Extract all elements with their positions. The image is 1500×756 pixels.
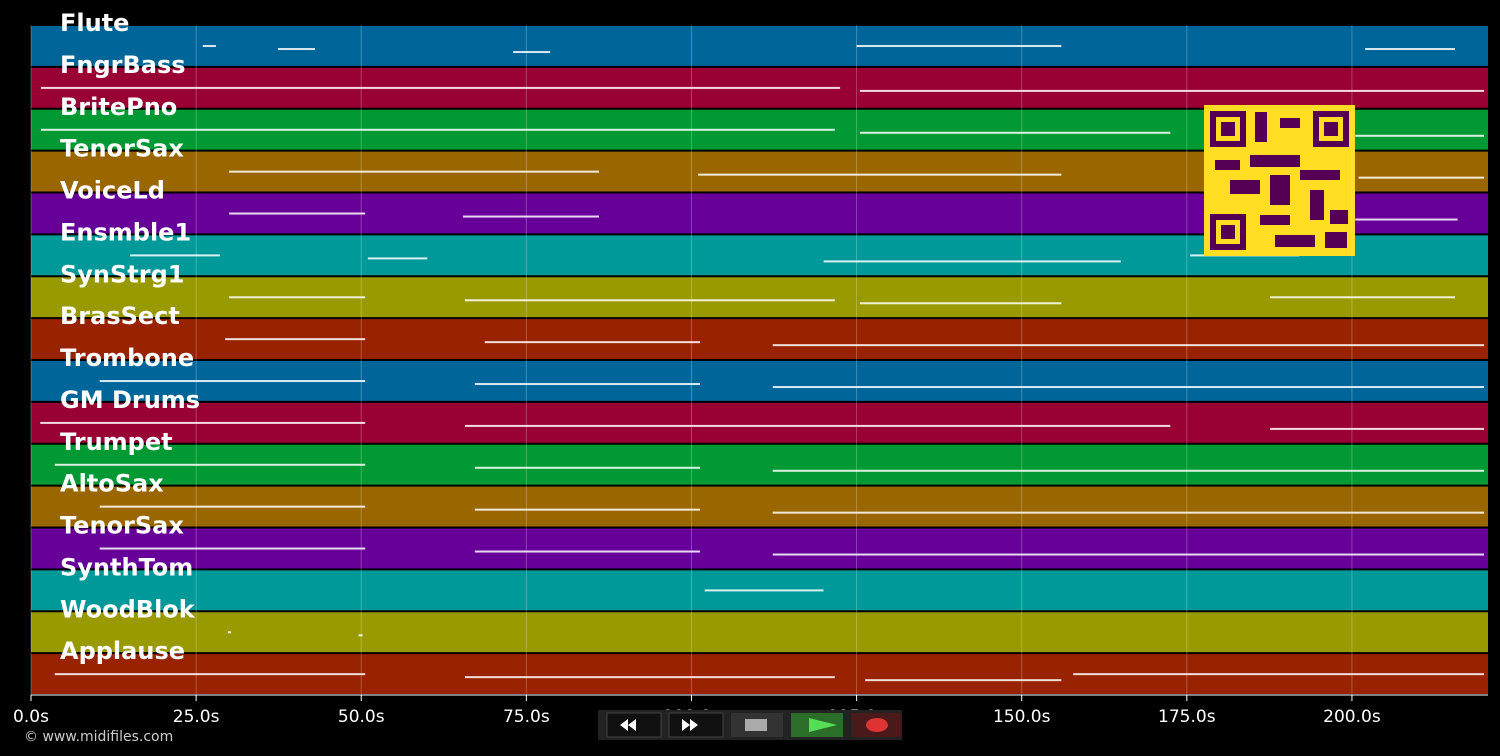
note-span	[513, 51, 551, 54]
note-span	[772, 511, 1485, 514]
note-span	[54, 463, 366, 466]
note-span	[865, 679, 1062, 682]
note-span	[99, 505, 366, 508]
note-span	[40, 128, 835, 131]
track-label: BrasSect	[60, 302, 180, 330]
note-span	[1355, 134, 1485, 137]
note-span	[99, 547, 366, 550]
track-label: Applause	[60, 637, 185, 665]
note-span	[772, 344, 1485, 347]
note-span	[130, 254, 220, 257]
note-span	[859, 89, 1485, 92]
copyright: © www.midifiles.com	[24, 729, 173, 745]
note-span	[227, 631, 232, 634]
qr-code	[1204, 105, 1355, 256]
note-span	[772, 386, 1485, 389]
track-label: Trumpet	[60, 428, 173, 456]
note-span	[1358, 176, 1485, 179]
note-span	[40, 421, 366, 424]
note-span	[704, 589, 824, 592]
track-label: AltoSax	[60, 470, 164, 498]
track-label: TenorSax	[60, 135, 184, 163]
track-lane	[31, 26, 1488, 66]
note-span	[367, 257, 428, 260]
track-label: Ensmble1	[60, 218, 191, 246]
note-span	[856, 45, 1062, 48]
note-span	[823, 260, 1121, 263]
x-tick-label: 25.0s	[173, 707, 220, 727]
note-span	[474, 383, 701, 386]
note-span	[484, 341, 701, 344]
track-label: BritePno	[60, 93, 177, 121]
note-span	[1355, 218, 1458, 221]
x-tick-label: 75.0s	[503, 707, 550, 727]
note-span	[1270, 427, 1485, 430]
note-span	[202, 45, 216, 48]
stop-button[interactable]	[731, 713, 783, 737]
note-span	[1073, 673, 1485, 676]
note-span	[859, 302, 1062, 305]
note-span	[278, 48, 316, 51]
note-span	[474, 466, 701, 469]
track-label: FngrBass	[60, 51, 186, 79]
note-span	[464, 676, 835, 679]
note-span	[99, 380, 366, 383]
rewind-button[interactable]	[606, 712, 662, 738]
play-button[interactable]	[791, 713, 843, 737]
note-span	[225, 338, 366, 341]
track-label: SynthTom	[60, 553, 193, 581]
track-label: WoodBlok	[60, 595, 196, 623]
x-tick-label: 0.0s	[13, 707, 49, 727]
track-label: VoiceLd	[60, 177, 165, 205]
note-span	[54, 673, 366, 676]
note-span	[229, 212, 366, 215]
note-span	[698, 173, 1062, 176]
note-span	[358, 634, 363, 637]
note-span	[474, 508, 701, 511]
note-span	[1270, 296, 1455, 299]
track-label: GM Drums	[60, 386, 200, 414]
track-label: Trombone	[60, 344, 194, 372]
track-label: TenorSax	[60, 512, 184, 540]
note-span	[772, 469, 1485, 472]
transport-controls	[598, 710, 902, 740]
note-span	[772, 553, 1485, 556]
note-span	[859, 131, 1171, 134]
note-span	[464, 299, 835, 302]
x-tick-label: 200.0s	[1323, 707, 1381, 727]
note-span	[1365, 48, 1455, 51]
note-span	[464, 424, 1171, 427]
note-span	[40, 86, 841, 89]
note-span	[462, 215, 600, 218]
note-span	[229, 170, 600, 173]
track-label: SynStrg1	[60, 260, 185, 288]
forward-button[interactable]	[668, 712, 724, 738]
x-tick-label: 50.0s	[338, 707, 385, 727]
note-span	[229, 296, 366, 299]
x-tick-label: 175.0s	[1158, 707, 1216, 727]
note-span	[474, 550, 701, 553]
track-lane	[31, 612, 1488, 653]
record-button[interactable]	[851, 713, 901, 737]
track-label: Flute	[60, 9, 129, 37]
x-tick-label: 150.0s	[993, 707, 1051, 727]
